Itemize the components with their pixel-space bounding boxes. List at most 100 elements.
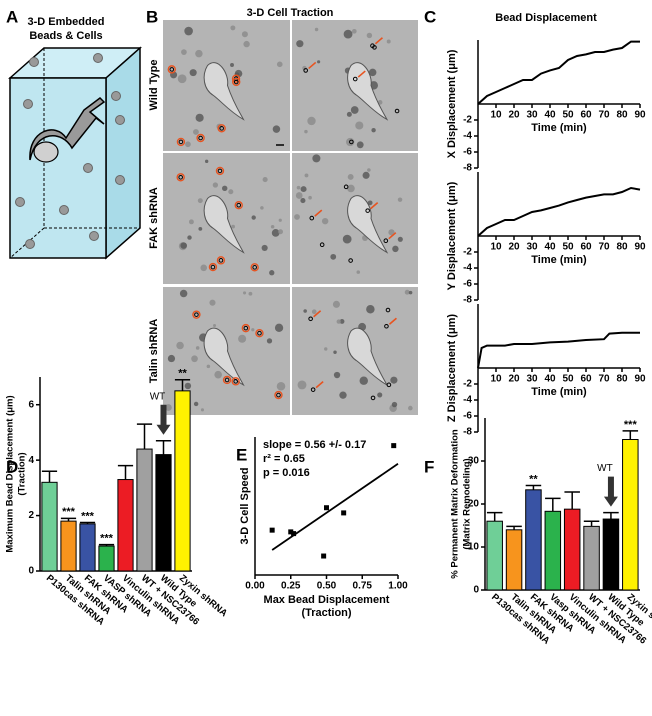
x-axis-label: Time (min)	[531, 122, 587, 134]
y-axis-label: (Traction)	[17, 452, 28, 495]
y-axis-label: (Matrix Remodeling)	[462, 458, 473, 549]
y-axis-label: X Displacement (μm)	[446, 49, 458, 158]
y-tick-label: -8	[463, 163, 472, 174]
tracked-bead	[234, 200, 243, 210]
bead	[388, 229, 395, 236]
bead	[362, 171, 370, 179]
significance: **	[178, 368, 187, 380]
bar	[60, 520, 77, 572]
bead	[274, 323, 284, 332]
tracked-bead-center	[394, 108, 400, 114]
x-tick-label: 40	[544, 374, 556, 385]
bead	[390, 376, 398, 384]
bead	[324, 347, 328, 351]
tracked-bead-center	[343, 184, 349, 190]
error-bar	[117, 464, 134, 480]
bead	[181, 49, 187, 55]
bead	[304, 129, 308, 134]
point	[391, 443, 397, 449]
y-tick-label: -8	[463, 427, 472, 438]
bar	[174, 390, 191, 572]
tracked-bead-center	[385, 307, 391, 313]
bead	[346, 111, 352, 117]
tracked-bead	[217, 124, 226, 133]
cube-illustration	[8, 46, 142, 260]
bar	[98, 545, 115, 572]
tracked-bead	[216, 256, 226, 265]
bar	[79, 523, 96, 572]
bead	[297, 380, 307, 390]
tracked-bead-center	[372, 45, 377, 50]
bead	[356, 270, 361, 274]
bead	[359, 376, 368, 385]
point	[288, 529, 294, 535]
bead	[177, 74, 187, 84]
y-tick-label: -6	[463, 411, 472, 422]
bead	[187, 235, 192, 240]
bead	[230, 25, 236, 31]
y-axis-label: Y Displacement (μm)	[446, 181, 458, 290]
bar	[505, 529, 523, 591]
bead	[176, 341, 184, 350]
bead	[317, 60, 321, 64]
bead	[261, 244, 268, 252]
arrow	[603, 476, 618, 507]
micrograph	[292, 287, 418, 415]
bead	[243, 40, 250, 48]
bar	[563, 508, 581, 591]
bead	[262, 177, 268, 183]
bead	[300, 198, 306, 204]
tracked-bead-center	[276, 392, 281, 398]
bead	[180, 242, 187, 249]
displacement-arrow	[370, 202, 379, 210]
bead	[343, 29, 353, 39]
y-axis-label: 3-D Cell Speed	[239, 467, 251, 544]
y-tick-label: -2	[463, 247, 472, 258]
annotation: p = 0.016	[263, 467, 310, 479]
arrow-label: WT	[597, 463, 613, 474]
panel-c-title: Bead Displacement	[495, 12, 597, 24]
bead	[300, 186, 307, 193]
tracked-bead	[196, 133, 205, 143]
bead	[209, 299, 216, 306]
bead	[231, 224, 235, 229]
tracked-bead-center	[210, 264, 216, 270]
bead	[200, 408, 204, 412]
bead	[355, 121, 364, 130]
y-tick-label: -6	[463, 147, 472, 158]
bead	[188, 219, 194, 225]
bead	[184, 382, 192, 390]
bead	[189, 69, 197, 77]
error-bar	[136, 423, 153, 450]
displacement-arrow	[374, 37, 383, 45]
error-bar	[98, 543, 115, 547]
bar	[602, 518, 620, 591]
y-tick-label: 30	[468, 456, 480, 467]
bead	[214, 370, 222, 379]
bead	[193, 129, 199, 135]
data-line	[477, 40, 640, 105]
x-tick-label: 30	[526, 374, 538, 385]
panel-letter: B	[146, 7, 158, 26]
y-tick-label: -2	[463, 379, 472, 390]
bead	[312, 154, 321, 163]
point	[269, 527, 275, 533]
bead	[271, 229, 280, 237]
annotation: r² = 0.65	[263, 453, 305, 465]
bead	[185, 141, 191, 148]
bead	[272, 125, 281, 133]
error-bar	[603, 511, 619, 520]
tracked-bead-center	[308, 316, 313, 322]
significance: **	[529, 473, 538, 485]
bead	[296, 185, 301, 190]
bead	[269, 270, 275, 276]
tracked-bead-center	[384, 323, 389, 329]
bead	[195, 346, 200, 350]
bar	[525, 489, 542, 591]
y-axis-label: Maximum Bead Displacement (μm)	[5, 395, 16, 552]
bead	[333, 371, 341, 379]
bead	[377, 100, 383, 105]
x-tick-label: 90	[634, 110, 646, 121]
x-tick-label: 1.00	[388, 581, 408, 592]
bead	[200, 264, 208, 272]
